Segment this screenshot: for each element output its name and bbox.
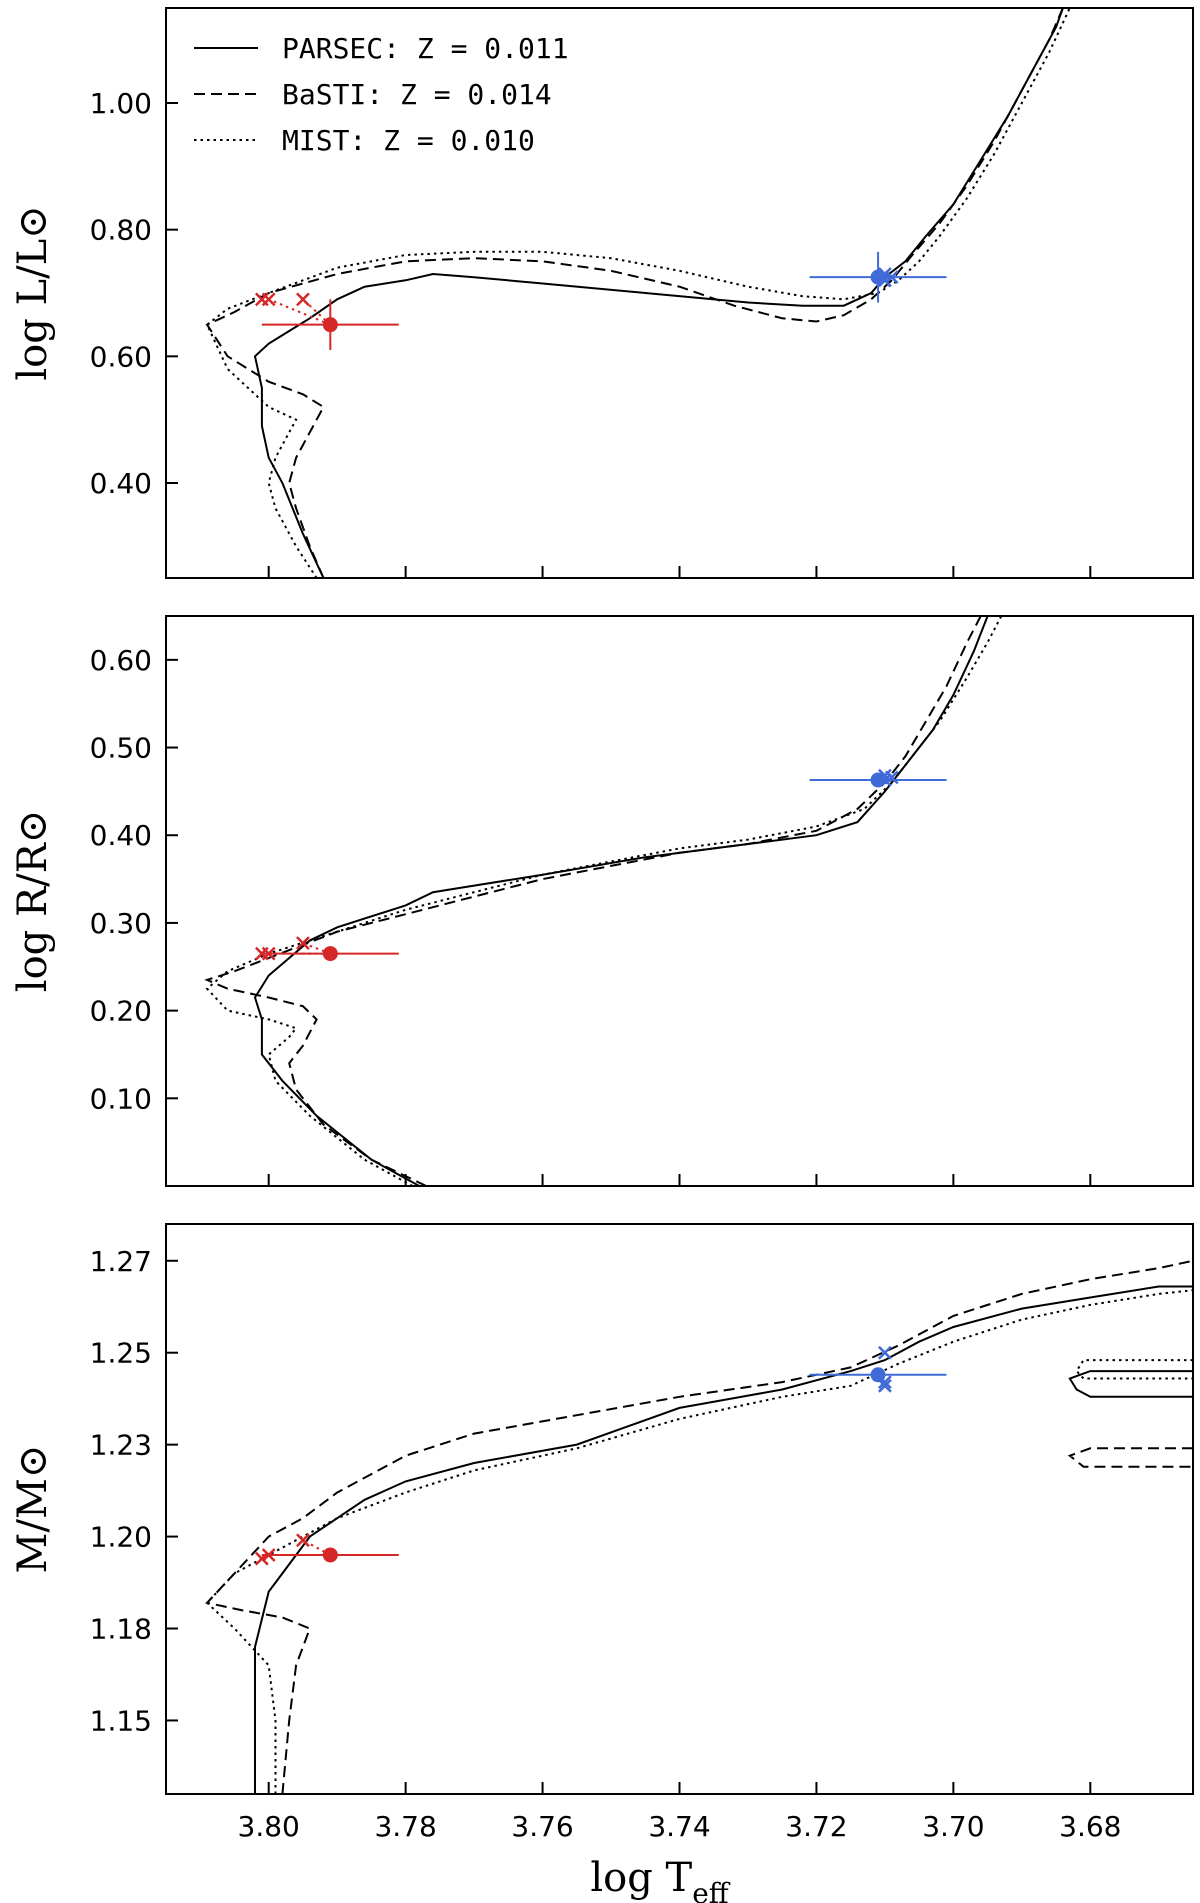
data-point	[322, 946, 338, 962]
model-cross-marker	[254, 946, 269, 961]
y-tick-label: 0.60	[90, 340, 152, 373]
x-tick-label: 3.68	[1059, 1810, 1121, 1843]
series-line-dotted-4	[205, 1289, 1193, 1794]
y-tick-label: 0.30	[90, 907, 152, 940]
y-tick-label: 1.27	[90, 1245, 152, 1278]
x-tick-label: 3.72	[785, 1810, 847, 1843]
plot-area	[205, 8, 1071, 578]
data-point	[870, 269, 886, 285]
series-line-solid-0	[253, 8, 1064, 578]
y-axis-label: log L/L⊙	[10, 205, 56, 380]
y-tick-label: 1.15	[90, 1704, 152, 1737]
legend-label: MIST: Z = 0.010	[282, 124, 535, 157]
series-line-dashed-1	[205, 8, 1064, 578]
series-line-solid-1	[1068, 1370, 1193, 1398]
y-tick-label: 1.00	[90, 87, 152, 120]
model-cross-marker	[878, 273, 892, 288]
y-tick-label: 0.10	[90, 1082, 152, 1115]
model-cross-marker	[261, 1548, 276, 1562]
connector-1	[302, 942, 331, 955]
plot-area	[205, 1259, 1193, 1794]
y-tick-label: 0.80	[90, 214, 152, 247]
model-cross-marker	[884, 270, 899, 285]
x-axis-label: log Teff	[590, 1855, 730, 1903]
model-cross-marker	[296, 936, 310, 950]
series-line-dashed-2	[205, 1259, 1193, 1794]
panel-radius: 0.10 0.20 0.30 0.40 0.50 0.60 log R/R⊙	[10, 615, 1194, 1187]
model-cross-marker	[296, 1533, 310, 1548]
x-tick-label: 3.70	[922, 1810, 984, 1843]
model-cross-marker	[878, 1345, 892, 1360]
y-tick-label: 0.40	[90, 819, 152, 852]
y-axis-label: M/M⊙	[10, 1445, 56, 1574]
x-tick-label: 3.78	[374, 1810, 436, 1843]
model-cross-marker	[254, 292, 269, 307]
model-cross-marker	[254, 1551, 269, 1566]
series-line-dashed-1	[204, 616, 982, 1186]
connector-0	[268, 298, 331, 326]
x-tick-label: 3.80	[238, 1810, 300, 1843]
axes-frame	[165, 615, 1194, 1187]
panel-mass: 3.80 3.78 3.76 3.74 3.72 3.70 3.68 1.15 1.18 1.20…	[10, 1223, 1194, 1903]
series-line-dotted-2	[205, 8, 1071, 578]
y-tick-label: 1.20	[90, 1521, 152, 1554]
model-cross-marker	[878, 773, 892, 787]
y-tick-label: 1.18	[90, 1613, 152, 1646]
series-line-dotted-5	[1075, 1359, 1193, 1380]
y-tick-label: 1.25	[90, 1337, 152, 1370]
model-cross-marker	[878, 1375, 892, 1390]
axes-frame	[165, 1223, 1194, 1795]
plot-area	[204, 616, 1003, 1186]
data-point	[322, 317, 338, 333]
series-line-solid-0	[254, 1285, 1193, 1794]
series-line-solid-0	[253, 616, 989, 1186]
data-point	[322, 1547, 338, 1563]
panel-luminosity: 0.40 0.60 0.80 1.00 log L/L⊙ PARSEC: Z = 0.01…	[10, 7, 1194, 579]
y-tick-label: 0.40	[90, 467, 152, 500]
legend-label: BaSTI: Z = 0.014	[282, 78, 552, 111]
y-tick-label: 0.60	[90, 644, 152, 677]
legend: PARSEC: Z = 0.011 BaSTI: Z = 0.014 MIST: Z…	[194, 32, 569, 157]
model-cross-marker	[878, 1378, 892, 1393]
x-tick-label: 3.74	[648, 1810, 710, 1843]
series-line-dotted-2	[205, 616, 1003, 1186]
x-axis-label-subscript: eff	[692, 1877, 731, 1903]
y-tick-label: 0.20	[90, 995, 152, 1028]
series-line-dashed-3	[1067, 1447, 1193, 1468]
legend-label: PARSEC: Z = 0.011	[282, 32, 569, 65]
y-tick-label: 0.50	[90, 732, 152, 765]
x-tick-label: 3.76	[511, 1810, 573, 1843]
y-axis-label: log R/R⊙	[10, 810, 56, 992]
y-tick-label: 1.23	[90, 1429, 152, 1462]
model-cross-marker	[296, 292, 310, 307]
